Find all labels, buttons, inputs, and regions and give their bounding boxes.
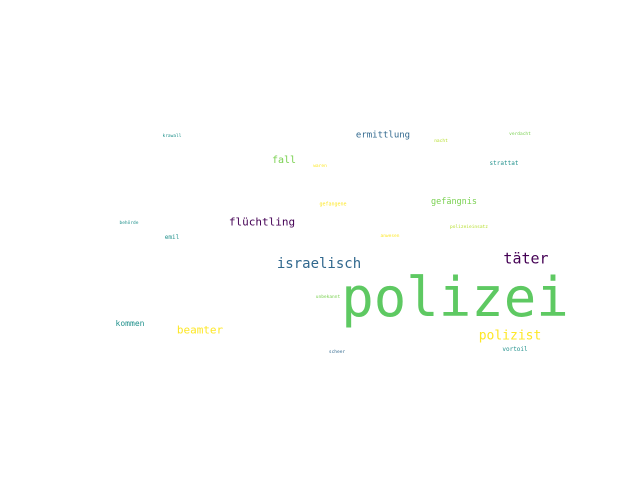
- word-fluechtling: flüchtling: [228, 215, 296, 229]
- word-gefaengnis: gefängnis: [430, 196, 478, 207]
- word-polizist: polizist: [478, 328, 542, 344]
- word-polizei: polizei: [341, 266, 569, 329]
- word-vortoil: vortoil: [502, 346, 528, 353]
- word-behoerde: behörde: [119, 220, 139, 226]
- word-krawall: krawall: [162, 133, 182, 139]
- word-polizeieinsatz: polizeieinsatz: [450, 224, 488, 230]
- word-gefangene: gefangene: [319, 201, 347, 208]
- word-beamter: beamter: [176, 323, 224, 337]
- word-ermittlung: ermittlung: [355, 130, 411, 141]
- word-strattat: strattat: [489, 160, 519, 167]
- word-waren: waren: [313, 163, 327, 169]
- word-unbekannt: unbekannt: [315, 294, 341, 300]
- word-verdacht: verdacht: [509, 131, 531, 137]
- word-emil: emil: [164, 234, 180, 241]
- word-nacht: nacht: [434, 138, 448, 144]
- word-scheer: scheer: [328, 349, 346, 355]
- word-anwesen: anwesen: [380, 233, 400, 239]
- word-israelisch: israelisch: [276, 256, 362, 272]
- word-fall: fall: [271, 155, 297, 166]
- word-taeter: täter: [503, 249, 549, 268]
- word-kommen: kommen: [115, 319, 145, 328]
